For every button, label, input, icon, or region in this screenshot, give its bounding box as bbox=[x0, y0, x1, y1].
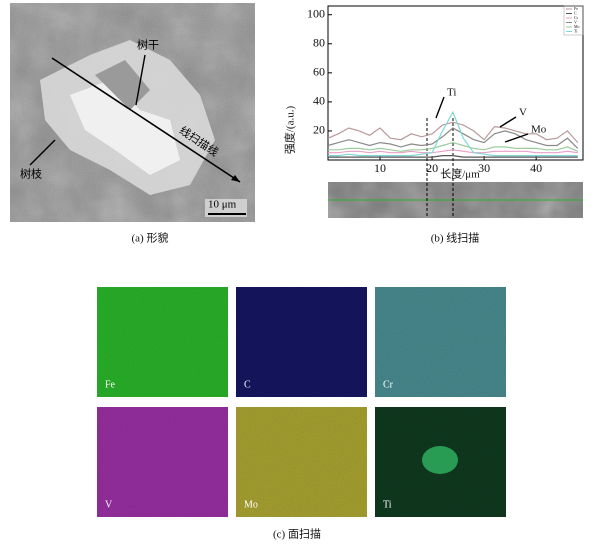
label: 树干 bbox=[137, 38, 159, 52]
legend-label: Cr bbox=[574, 15, 579, 20]
map-label: Cr bbox=[383, 379, 394, 390]
legend-box bbox=[563, 5, 584, 36]
series-line bbox=[327, 127, 579, 149]
y-tick-label: 100 bbox=[307, 6, 325, 20]
map-texture bbox=[375, 287, 506, 397]
map-label: Fe bbox=[105, 379, 116, 390]
map-texture bbox=[236, 407, 367, 517]
series-line bbox=[328, 110, 578, 157]
map-label: Mo bbox=[244, 499, 258, 510]
legend-label: Mo bbox=[574, 24, 580, 29]
caption: (a) 形貌 bbox=[132, 231, 169, 245]
scale-bar-label: 10 μm bbox=[208, 199, 237, 211]
legend-label: C bbox=[574, 10, 577, 15]
annotation: Ti bbox=[447, 87, 456, 99]
map-label: Ti bbox=[383, 499, 392, 510]
series-line bbox=[328, 155, 578, 158]
y-axis-label: 强度/(a.u.) bbox=[283, 106, 297, 155]
maps: Fe C Cr V Mo Ti bbox=[97, 287, 506, 517]
annotation-arrow bbox=[499, 116, 517, 128]
legend-label: V bbox=[574, 19, 577, 24]
caption: (c) 面扫描 bbox=[273, 527, 321, 541]
annotation: Mo bbox=[531, 124, 547, 136]
x-tick-label: 10 bbox=[374, 161, 386, 175]
sem-strip bbox=[328, 182, 583, 218]
map-texture bbox=[97, 407, 228, 517]
caption: (b) 线扫描 bbox=[431, 231, 480, 245]
label: 树枝 bbox=[20, 167, 42, 181]
ti-highlight bbox=[422, 446, 458, 474]
annotation-arrow bbox=[435, 96, 445, 119]
legend-label: Fe bbox=[574, 6, 578, 11]
map-label: C bbox=[244, 379, 251, 390]
annotation: V bbox=[519, 107, 527, 119]
series-line bbox=[328, 149, 578, 154]
map-texture bbox=[97, 287, 228, 397]
y-tick-label: 60 bbox=[313, 65, 325, 79]
y-tick-label: 20 bbox=[313, 123, 325, 137]
x-tick-label: 30 bbox=[478, 161, 490, 175]
y-tick-label: 80 bbox=[313, 36, 325, 50]
series-line bbox=[327, 121, 579, 143]
y-tick-label: 40 bbox=[313, 94, 325, 108]
series-line bbox=[328, 141, 579, 152]
x-tick-label: 40 bbox=[530, 161, 542, 175]
x-axis-label: 长度/μm bbox=[440, 167, 480, 181]
annotation-arrow bbox=[504, 133, 529, 143]
x-tick-label: 20 bbox=[426, 161, 438, 175]
plot-frame bbox=[327, 5, 584, 161]
sem-image bbox=[10, 3, 255, 222]
legend-label: Ti bbox=[574, 28, 578, 33]
map-label: V bbox=[105, 499, 113, 510]
map-texture bbox=[236, 287, 367, 397]
